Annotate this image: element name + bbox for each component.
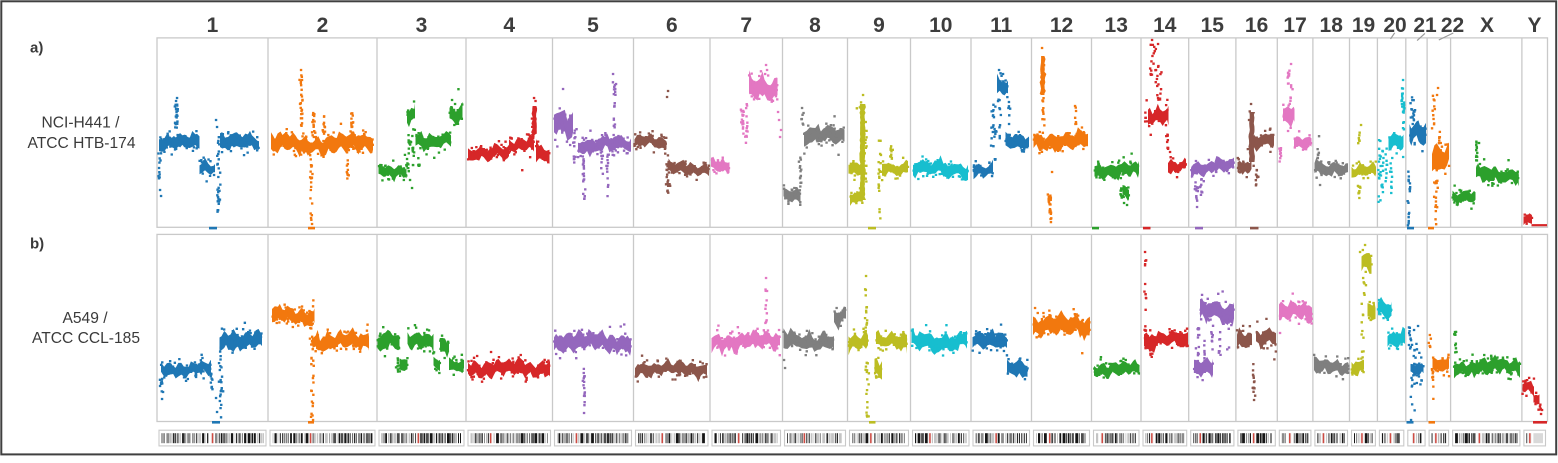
svg-text:7: 7 (740, 14, 752, 37)
svg-text:ATCC HTB-174: ATCC HTB-174 (27, 135, 135, 152)
svg-text:16: 16 (1245, 14, 1268, 37)
svg-text:8: 8 (809, 14, 821, 37)
svg-text:18: 18 (1320, 14, 1344, 37)
svg-text:NCI-H441 /: NCI-H441 / (42, 115, 121, 132)
svg-text:6: 6 (666, 14, 678, 37)
svg-text:17: 17 (1283, 14, 1306, 37)
svg-text:13: 13 (1105, 14, 1128, 37)
svg-text:1: 1 (207, 14, 219, 37)
svg-text:X: X (1480, 14, 1494, 37)
svg-text:b): b) (30, 236, 44, 253)
svg-text:22: 22 (1441, 14, 1464, 37)
svg-text:20: 20 (1383, 14, 1406, 37)
svg-text:12: 12 (1050, 14, 1073, 37)
svg-text:Y: Y (1527, 14, 1541, 37)
svg-text:14: 14 (1153, 14, 1177, 37)
svg-text:3: 3 (416, 14, 428, 37)
svg-text:4: 4 (503, 14, 515, 37)
svg-text:a): a) (30, 40, 43, 57)
svg-text:5: 5 (587, 14, 599, 37)
svg-text:ATCC CCL-185: ATCC CCL-185 (32, 330, 140, 347)
svg-text:21: 21 (1413, 14, 1437, 37)
svg-text:11: 11 (990, 14, 1013, 37)
svg-text:9: 9 (873, 14, 885, 37)
svg-text:2: 2 (317, 14, 329, 37)
svg-text:15: 15 (1201, 14, 1225, 37)
svg-text:10: 10 (929, 14, 952, 37)
svg-text:19: 19 (1352, 14, 1375, 37)
svg-text:A549 /: A549 / (62, 310, 108, 327)
